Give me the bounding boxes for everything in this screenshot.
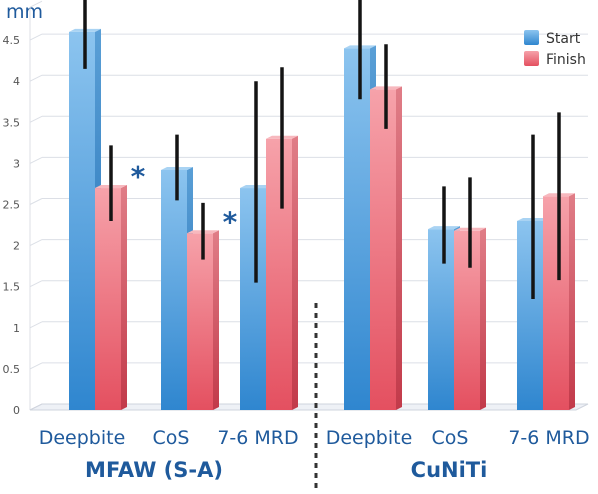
category-label: CoS [432,427,469,449]
category-label: 7-6 MRD [217,427,298,449]
gridline-depth [29,74,43,82]
gridline-depth [29,239,43,247]
group-label: CuNiTi [411,458,488,482]
bar-finish-5 [543,193,575,410]
bar-front [428,229,454,410]
gridline-depth [29,115,43,123]
bar-side [121,185,127,410]
bar-front [187,233,213,410]
bar-front [240,188,266,410]
bar-front [454,230,480,410]
category-label: 7-6 MRD [508,427,589,449]
gridline-depth [29,280,43,288]
bar-finish-3 [370,86,402,411]
significance-asterisk: * [223,205,238,238]
legend-label-finish: Finish [546,52,586,68]
category-label-layer: Deepbite CoS 7-6 MRD Deepbite CoS 7-6 MRD MFAW… [39,427,590,482]
legend-label-start: Start [546,31,581,47]
bar-finish-4 [454,227,486,410]
bar-side [480,227,486,410]
category-label: Deepbite [39,427,126,449]
bar-front [370,89,396,411]
bar-finish-0 [95,185,127,410]
y-tick-label: 4 [13,75,20,88]
category-label: Deepbite [326,427,413,449]
y-tick-label: 1 [13,322,20,335]
bar-front [517,220,543,410]
y-tick-label: 4.5 [3,34,21,47]
bar-side [569,193,575,410]
gridline-depth [29,198,43,205]
bar-front [95,188,121,410]
annotation-layer: ** [131,160,238,238]
significance-asterisk: * [131,160,146,193]
bar-front [266,138,292,411]
error-bar-layer [83,0,561,300]
bar-side [396,86,402,411]
y-tick-layer: 0 0.5 1 1.5 2 2.5 3 3.5 4 4.5 [3,34,21,417]
y-tick-label: 3 [13,157,20,170]
category-label: CoS [153,427,190,449]
gridline-depth [29,321,43,329]
y-tick-label: 3.5 [3,116,21,129]
bar-finish-1 [187,230,219,410]
bar-front [161,169,187,410]
bar-front [344,48,370,410]
bar-side [292,135,298,411]
y-tick-label: 0 [13,404,20,417]
group-label: MFAW (S-A) [85,458,223,482]
gridline-depth [29,362,43,370]
y-axis-unit-label: mm [6,1,43,23]
y-tick-label: 2.5 [3,199,21,212]
bar-side [213,230,219,410]
bar-finish-2 [266,135,298,411]
legend-swatch-finish [524,51,539,66]
legend-swatch-start [524,30,539,45]
y-tick-label: 2 [13,240,20,253]
bar-layer [69,28,575,411]
gridline-depth [29,33,43,41]
y-tick-label: 0.5 [3,363,21,376]
legend: Start Finish [524,30,586,68]
y-tick-label: 1.5 [3,281,21,294]
y-axis-depth-line [29,0,43,8]
gridline-depth [29,156,43,164]
bar-front [543,196,569,410]
bar-front [69,31,95,410]
bar-start-1 [161,166,193,410]
